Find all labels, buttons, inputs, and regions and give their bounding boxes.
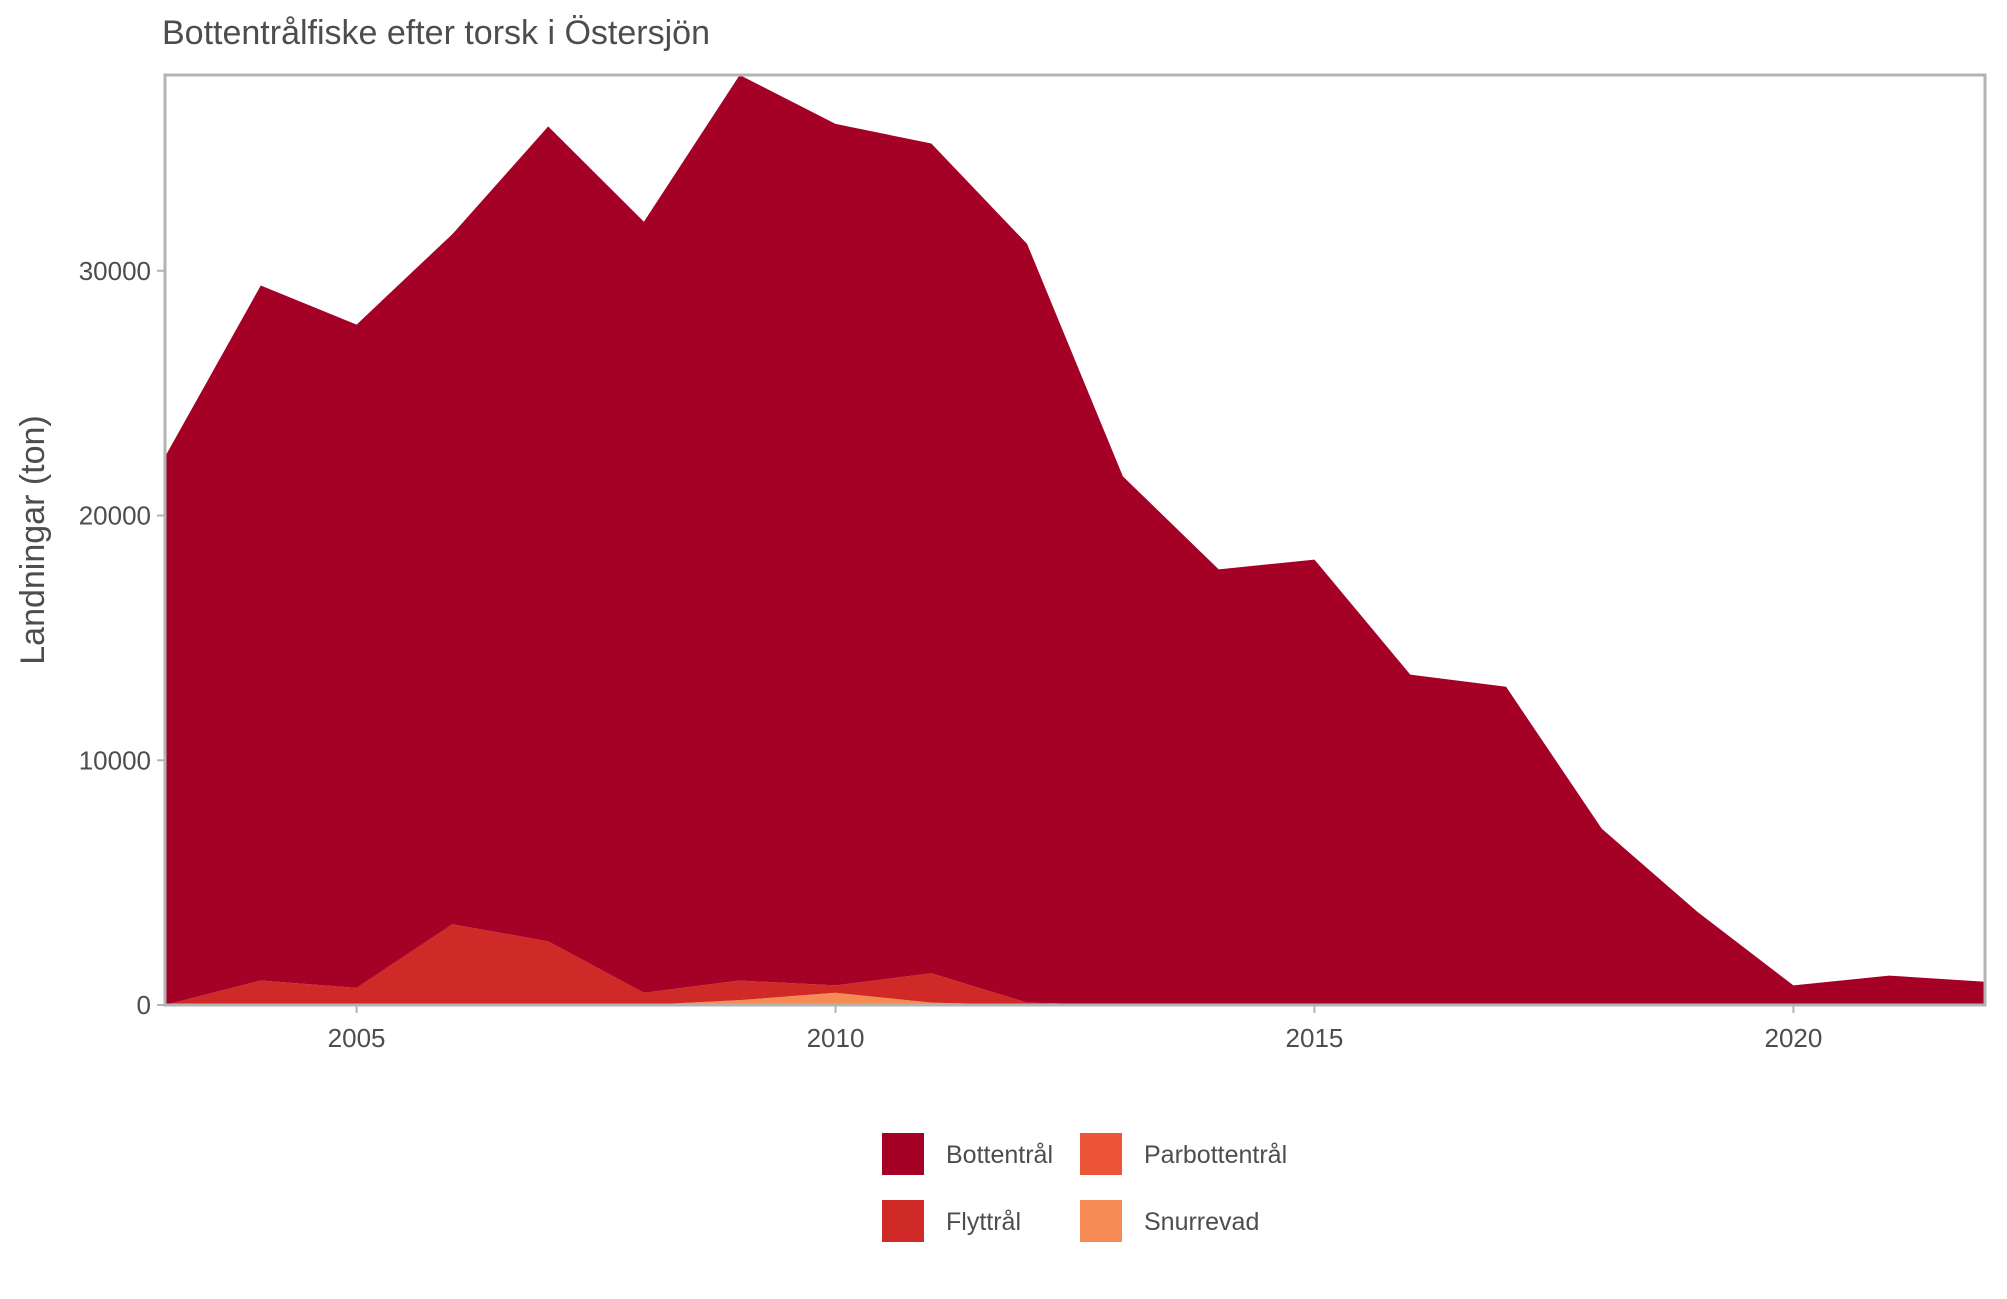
legend-swatch — [1080, 1133, 1122, 1175]
legend-label: Snurrevad — [1144, 1208, 1259, 1236]
legend-label: Flyttrål — [946, 1208, 1021, 1236]
legend-item-parbottentr-l: Parbottentrål — [1080, 1133, 1287, 1175]
legend-swatch — [882, 1133, 924, 1175]
x-axis: 2005 2010 2015 2020 — [328, 1005, 1822, 1053]
y-tick-label: 0 — [137, 990, 151, 1020]
legend-swatch — [882, 1200, 924, 1242]
y-axis-label: Landningar (ton) — [14, 415, 52, 665]
legend-swatch — [1080, 1200, 1122, 1242]
x-tick-label: 2015 — [1286, 1023, 1344, 1053]
x-tick-label: 2005 — [328, 1023, 386, 1053]
area-bottentr-l — [165, 75, 1985, 1005]
x-tick-label: 2020 — [1764, 1023, 1822, 1053]
plot-area — [165, 75, 1985, 1005]
legend: Bottentrål Parbottentrål Flyttrål Snurrevad — [882, 1133, 1287, 1242]
y-tick-label: 10000 — [79, 745, 151, 775]
legend-item-snurrevad: Snurrevad — [1080, 1200, 1259, 1242]
legend-item-flyttr-l: Flyttrål — [882, 1200, 1021, 1242]
area-flyttr-l — [165, 924, 1985, 1005]
chart-title: Bottentrålfiske efter torsk i Östersjön — [162, 14, 710, 52]
plot-border — [163, 73, 1987, 1007]
x-tick-label: 2010 — [807, 1023, 865, 1053]
y-axis: 0 10000 20000 30000 — [79, 256, 165, 1020]
legend-label: Parbottentrål — [1144, 1141, 1287, 1169]
legend-label: Bottentrål — [946, 1141, 1053, 1169]
legend-item-bottentr-l: Bottentrål — [882, 1133, 1053, 1175]
y-tick-label: 20000 — [79, 501, 151, 531]
y-tick-label: 30000 — [79, 256, 151, 286]
